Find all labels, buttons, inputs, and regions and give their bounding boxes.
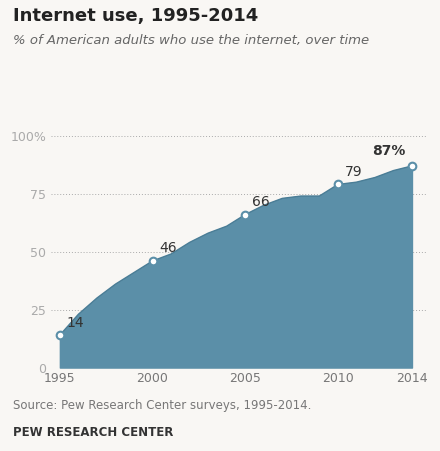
Text: 87%: 87% — [372, 143, 405, 157]
Text: % of American adults who use the internet, over time: % of American adults who use the interne… — [13, 34, 369, 47]
Text: Internet use, 1995-2014: Internet use, 1995-2014 — [13, 7, 258, 25]
Text: 79: 79 — [345, 165, 363, 179]
Text: Source: Pew Research Center surveys, 1995-2014.: Source: Pew Research Center surveys, 199… — [13, 399, 312, 412]
Text: 46: 46 — [159, 241, 177, 255]
Text: 14: 14 — [67, 316, 84, 330]
Text: PEW RESEARCH CENTER: PEW RESEARCH CENTER — [13, 426, 173, 439]
Text: 66: 66 — [252, 195, 270, 209]
